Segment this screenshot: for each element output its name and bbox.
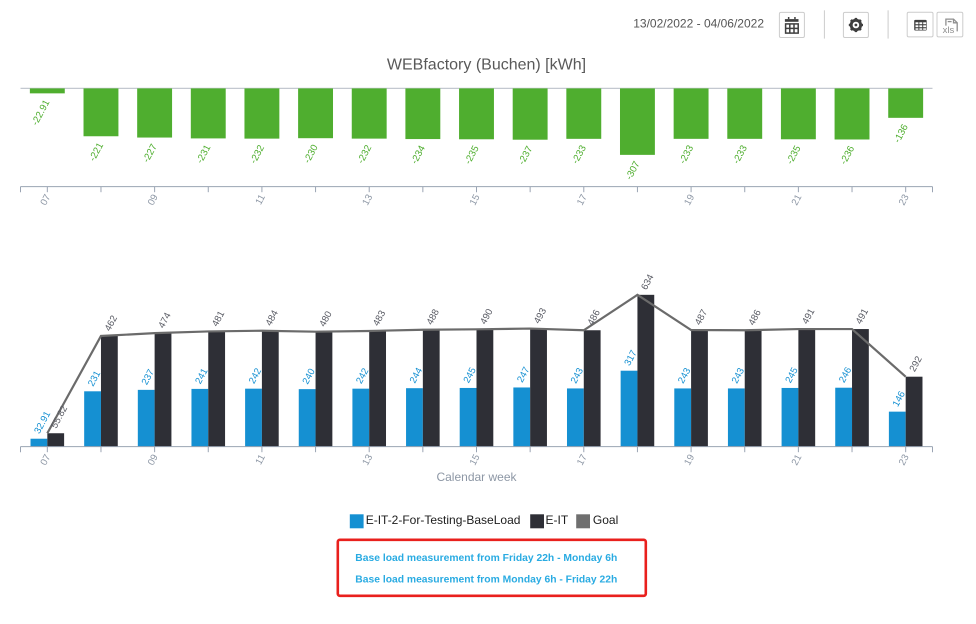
svg-text:Calendar week: Calendar week (436, 470, 517, 484)
svg-text:-231: -231 (195, 143, 214, 165)
svg-text:491: 491 (854, 307, 871, 326)
svg-text:23: 23 (897, 193, 912, 208)
svg-text:487: 487 (693, 308, 710, 327)
svg-text:WEBfactory (Buchen) [kWh]: WEBfactory (Buchen) [kWh] (387, 57, 586, 74)
svg-text:E-IT: E-IT (546, 513, 569, 527)
svg-text:483: 483 (371, 309, 388, 328)
svg-text:488: 488 (425, 308, 442, 327)
svg-text:-233: -233 (677, 144, 696, 166)
svg-text:11: 11 (254, 193, 268, 207)
svg-text:09: 09 (146, 453, 161, 468)
svg-text:486: 486 (586, 308, 603, 327)
svg-text:243: 243 (676, 366, 693, 385)
svg-text:-233: -233 (570, 144, 589, 166)
svg-text:-232: -232 (356, 143, 375, 165)
svg-text:19: 19 (682, 453, 697, 468)
svg-text:Base load measurement from Fri: Base load measurement from Friday 22h - … (355, 552, 617, 564)
svg-text:241: 241 (193, 367, 210, 386)
svg-text:474: 474 (156, 310, 174, 330)
svg-text:17: 17 (575, 453, 590, 468)
svg-text:21: 21 (790, 453, 805, 468)
svg-text:246: 246 (837, 366, 854, 385)
svg-text:13: 13 (360, 193, 375, 208)
svg-text:490: 490 (478, 307, 495, 326)
svg-text:15: 15 (468, 453, 483, 468)
svg-text:486: 486 (747, 308, 764, 327)
svg-text:17: 17 (575, 193, 590, 208)
svg-text:-232: -232 (248, 143, 267, 165)
svg-text:493: 493 (532, 306, 549, 325)
svg-text:11: 11 (254, 453, 268, 467)
svg-text:481: 481 (210, 309, 227, 328)
svg-text:07: 07 (39, 193, 54, 208)
svg-text:146: 146 (891, 389, 908, 408)
svg-text:243: 243 (730, 366, 747, 385)
svg-text:-237: -237 (516, 144, 535, 166)
svg-text:23: 23 (897, 453, 912, 468)
svg-text:E-IT-2-For-Testing-BaseLoad: E-IT-2-For-Testing-BaseLoad (366, 513, 521, 527)
svg-text:245: 245 (462, 366, 479, 385)
svg-text:15: 15 (468, 193, 483, 208)
svg-text:-227: -227 (141, 142, 160, 164)
svg-text:Goal: Goal (593, 513, 618, 527)
svg-text:231: 231 (86, 369, 103, 388)
svg-text:-233: -233 (731, 144, 750, 166)
svg-text:491: 491 (800, 307, 817, 326)
svg-text:-235: -235 (785, 144, 804, 166)
svg-text:13/02/2022 - 04/06/2022: 13/02/2022 - 04/06/2022 (633, 16, 764, 30)
svg-text:240: 240 (301, 367, 318, 386)
svg-text:-307: -307 (624, 160, 643, 182)
svg-text:242: 242 (247, 366, 264, 385)
svg-text:-234: -234 (409, 143, 428, 166)
svg-text:243: 243 (569, 366, 586, 385)
svg-text:-22.91: -22.91 (30, 98, 53, 127)
svg-text:484: 484 (264, 308, 282, 328)
svg-text:55.82: 55.82 (49, 404, 70, 430)
svg-text:Base load measurement from Mon: Base load measurement from Monday 6h - F… (355, 574, 617, 586)
svg-text:07: 07 (39, 453, 54, 468)
svg-text:634: 634 (639, 272, 657, 292)
svg-text:-236: -236 (838, 144, 857, 166)
svg-text:244: 244 (408, 365, 426, 385)
svg-text:247: 247 (515, 365, 532, 384)
svg-text:-235: -235 (463, 144, 482, 166)
svg-text:13: 13 (360, 453, 375, 468)
svg-text:-136: -136 (892, 123, 911, 145)
svg-text:317: 317 (622, 349, 639, 368)
svg-text:237: 237 (140, 368, 157, 387)
svg-text:21: 21 (790, 193, 805, 208)
svg-text:245: 245 (783, 366, 800, 385)
svg-text:09: 09 (146, 193, 161, 208)
svg-text:242: 242 (354, 366, 371, 385)
svg-text:xls: xls (943, 25, 955, 36)
svg-text:19: 19 (682, 193, 697, 208)
svg-text:292: 292 (908, 355, 925, 374)
svg-text:462: 462 (103, 314, 120, 333)
svg-text:-230: -230 (302, 142, 321, 165)
svg-text:480: 480 (317, 309, 334, 328)
svg-text:-221: -221 (87, 141, 106, 163)
